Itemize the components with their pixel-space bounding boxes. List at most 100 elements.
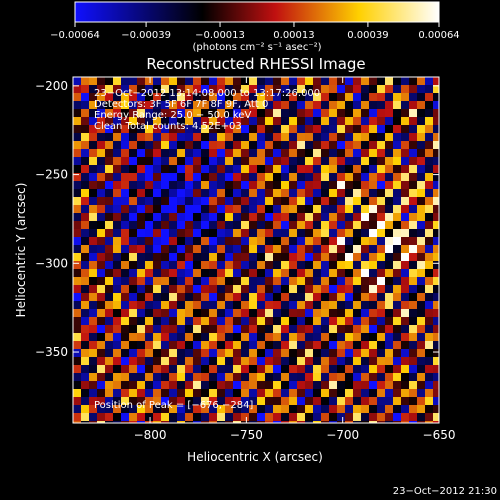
heatmap-cell (121, 341, 129, 349)
heatmap-cell (321, 157, 329, 165)
heatmap-cell (233, 213, 241, 221)
heatmap-cell (433, 309, 439, 317)
heatmap-cell (153, 341, 161, 349)
heatmap-cell (73, 157, 81, 165)
heatmap-cell (153, 221, 161, 229)
heatmap-cell (265, 117, 273, 125)
heatmap-cell (233, 173, 241, 181)
heatmap-cell (225, 389, 233, 397)
heatmap-cell (177, 85, 185, 93)
heatmap-cell (297, 269, 305, 277)
heatmap-cell (377, 85, 385, 93)
heatmap-cell (137, 157, 145, 165)
heatmap-cell (385, 237, 393, 245)
heatmap-cell (345, 357, 353, 365)
heatmap-cell (425, 341, 433, 349)
heatmap-cell (369, 157, 377, 165)
heatmap-cell (273, 309, 281, 317)
heatmap-cell (297, 317, 305, 325)
heatmap-cell (257, 93, 265, 101)
heatmap-cell (321, 357, 329, 365)
heatmap-cell (409, 413, 417, 421)
heatmap-cell (329, 77, 337, 85)
heatmap-cell (241, 85, 249, 93)
heatmap-cell (361, 197, 369, 205)
heatmap-cell (241, 189, 249, 197)
heatmap-cell (409, 205, 417, 213)
heatmap-cell (377, 341, 385, 349)
heatmap-cell (153, 397, 161, 405)
heatmap-cell (161, 189, 169, 197)
heatmap-cell (321, 77, 329, 85)
heatmap-cell (193, 285, 201, 293)
heatmap-cell (329, 221, 337, 229)
heatmap-cell (81, 149, 89, 157)
heatmap-cell (425, 269, 433, 277)
heatmap-cell (297, 333, 305, 341)
heatmap-cell (97, 181, 105, 189)
heatmap-cell (137, 173, 145, 181)
heatmap-cell (313, 101, 321, 109)
heatmap-cell (337, 269, 345, 277)
heatmap-cell (393, 93, 401, 101)
heatmap-cell (297, 325, 305, 333)
heatmap-cell (185, 237, 193, 245)
heatmap-cell (273, 245, 281, 253)
heatmap-cell (313, 309, 321, 317)
heatmap-cell (89, 373, 97, 381)
heatmap-cell (113, 309, 121, 317)
heatmap-cell (129, 413, 137, 421)
heatmap-cell (145, 237, 153, 245)
heatmap-cell (425, 109, 433, 117)
heatmap-cell (73, 197, 81, 205)
heatmap-cell (329, 269, 337, 277)
heatmap-cell (249, 325, 257, 333)
heatmap-cell (201, 149, 209, 157)
heatmap-cell (361, 413, 369, 421)
heatmap-cell (321, 285, 329, 293)
heatmap-cell (153, 269, 161, 277)
heatmap-cell (345, 197, 353, 205)
heatmap-cell (257, 389, 265, 397)
heatmap-cell (305, 157, 313, 165)
heatmap-cell (89, 237, 97, 245)
heatmap-cell (161, 253, 169, 261)
heatmap-cell (305, 133, 313, 141)
heatmap-cell (385, 245, 393, 253)
heatmap-cell (81, 133, 89, 141)
heatmap-cell (257, 141, 265, 149)
heatmap-cell (153, 389, 161, 397)
heatmap-cell (185, 109, 193, 117)
heatmap-cell (153, 133, 161, 141)
heatmap-cell (217, 229, 225, 237)
heatmap-cell (89, 389, 97, 397)
heatmap-cell (153, 157, 161, 165)
heatmap-cell (353, 93, 361, 101)
heatmap-cell (233, 133, 241, 141)
heatmap-cell (329, 365, 337, 373)
heatmap-cell (401, 253, 409, 261)
heatmap-cell (321, 293, 329, 301)
heatmap-cell (193, 261, 201, 269)
heatmap-cell (129, 141, 137, 149)
heatmap-cell (361, 93, 369, 101)
heatmap-cell (425, 405, 433, 413)
heatmap-cell (393, 165, 401, 173)
heatmap-cell (401, 333, 409, 341)
heatmap-cell (273, 389, 281, 397)
heatmap-cell (177, 269, 185, 277)
heatmap-cell (265, 285, 273, 293)
heatmap-cell (393, 245, 401, 253)
heatmap-cell (273, 365, 281, 373)
heatmap-cell (89, 309, 97, 317)
heatmap-cell (233, 77, 241, 85)
heatmap-cell (97, 325, 105, 333)
heatmap-cell (217, 373, 225, 381)
heatmap-cell (145, 381, 153, 389)
heatmap-cell (129, 117, 137, 125)
heatmap-cell (345, 157, 353, 165)
heatmap-cell (209, 237, 217, 245)
heatmap-cell (233, 165, 241, 173)
heatmap-cell (337, 277, 345, 285)
heatmap-cell (233, 405, 241, 413)
